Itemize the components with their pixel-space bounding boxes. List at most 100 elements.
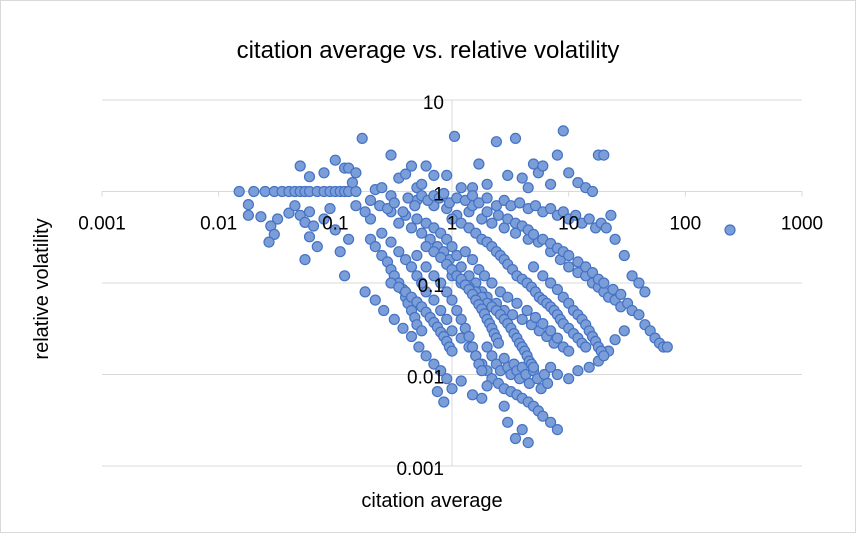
- data-point-66: [502, 169, 514, 181]
- data-point-118: [583, 361, 595, 373]
- data-point-20: [255, 211, 267, 223]
- data-point-18: [242, 199, 254, 211]
- data-point-322: [397, 206, 409, 218]
- data-point-318: [364, 194, 377, 206]
- data-point-329: [438, 187, 450, 200]
- y-tick-label-4: 10: [423, 93, 444, 114]
- data-point-36: [329, 224, 341, 236]
- data-point-61: [455, 182, 467, 194]
- data-point-204: [506, 309, 519, 321]
- data-point-76: [563, 167, 575, 179]
- data-point-56: [416, 178, 428, 190]
- data-point-231: [476, 365, 488, 377]
- data-point-48: [356, 132, 368, 144]
- data-point-227: [463, 330, 475, 343]
- data-point-131: [435, 304, 447, 317]
- data-point-188: [446, 241, 458, 253]
- data-point-89: [486, 217, 498, 229]
- data-point-251: [551, 368, 564, 381]
- y-tick-label-0: 0.001: [396, 459, 444, 480]
- data-point-166: [441, 373, 453, 385]
- data-point-343: [544, 203, 557, 215]
- data-point-115: [609, 334, 621, 346]
- data-point-151: [516, 424, 528, 436]
- data-point-152: [522, 437, 534, 449]
- data-point-24: [272, 213, 284, 225]
- data-point-126: [405, 261, 418, 273]
- x-tick-label-0: 0.001: [78, 214, 126, 235]
- data-point-225: [455, 313, 467, 325]
- data-point-130: [428, 294, 440, 306]
- tick-labels: 0.001 0.01 0.1 1 10 100 1000 0.001 0.01 0.1 1 10: [78, 93, 823, 480]
- data-point-41: [303, 171, 316, 183]
- data-point-169: [446, 383, 458, 395]
- data-point-206: [516, 313, 528, 325]
- data-point-42: [318, 167, 330, 179]
- data-point-168: [438, 396, 450, 408]
- data-point-31: [303, 231, 316, 243]
- x-tick-label-4: 10: [558, 214, 579, 235]
- data-point-209: [529, 311, 542, 324]
- data-point-50: [376, 182, 388, 194]
- y-tick-label-3: 1: [433, 185, 444, 206]
- data-point-150: [551, 424, 564, 436]
- x-axis-title: citation average: [361, 490, 502, 512]
- data-point-334: [473, 197, 485, 209]
- data-point-129: [420, 286, 432, 298]
- data-point-224: [451, 304, 463, 317]
- data-point-171: [466, 389, 479, 401]
- data-point-23: [263, 236, 275, 248]
- data-point-165: [435, 365, 447, 377]
- data-points: [233, 125, 673, 449]
- data-point-170: [455, 375, 467, 387]
- data-point-317: [359, 206, 371, 218]
- data-point-40: [294, 160, 306, 172]
- data-point-153: [509, 432, 522, 445]
- data-point-148: [537, 410, 549, 422]
- data-point-75: [557, 125, 569, 137]
- data-point-339: [513, 197, 526, 209]
- legend: [724, 224, 736, 236]
- data-point-39: [343, 233, 355, 245]
- data-point-193: [466, 254, 479, 266]
- data-point-77: [572, 177, 584, 189]
- data-point-33: [311, 241, 323, 253]
- data-point-125: [400, 254, 412, 266]
- data-point-128: [416, 277, 428, 289]
- data-point-73: [544, 178, 557, 190]
- data-point-54: [405, 160, 418, 172]
- data-point-333: [466, 190, 479, 202]
- legend-marker: [724, 224, 736, 236]
- data-point-316: [350, 200, 362, 212]
- data-point-57: [420, 160, 432, 172]
- data-point-133: [446, 325, 458, 337]
- data-point-119: [572, 365, 584, 377]
- data-point-323: [402, 192, 414, 204]
- data-point-53: [400, 168, 412, 180]
- data-point-154: [502, 416, 514, 428]
- data-point-156: [359, 286, 371, 298]
- data-point-175: [393, 217, 405, 229]
- data-point-418: [551, 283, 564, 296]
- data-point-38: [339, 270, 351, 282]
- x-tick-label-3: 1: [447, 214, 458, 235]
- data-point-352: [600, 222, 612, 234]
- data-point-213: [544, 325, 557, 337]
- data-point-347: [570, 209, 582, 221]
- data-point-197: [478, 270, 491, 282]
- data-point-177: [405, 222, 418, 234]
- data-point-430: [598, 350, 610, 362]
- data-point-96: [563, 261, 575, 273]
- data-point-356: [626, 270, 638, 282]
- data-point-1: [248, 185, 260, 198]
- data-point-298: [492, 209, 504, 221]
- data-point-173: [481, 380, 493, 392]
- data-point-309: [572, 256, 584, 268]
- data-point-355: [618, 249, 630, 262]
- data-point-123: [385, 236, 397, 248]
- data-point-157: [369, 294, 381, 306]
- data-point-161: [405, 330, 418, 343]
- data-point-60: [448, 130, 461, 142]
- data-point-158: [378, 304, 390, 317]
